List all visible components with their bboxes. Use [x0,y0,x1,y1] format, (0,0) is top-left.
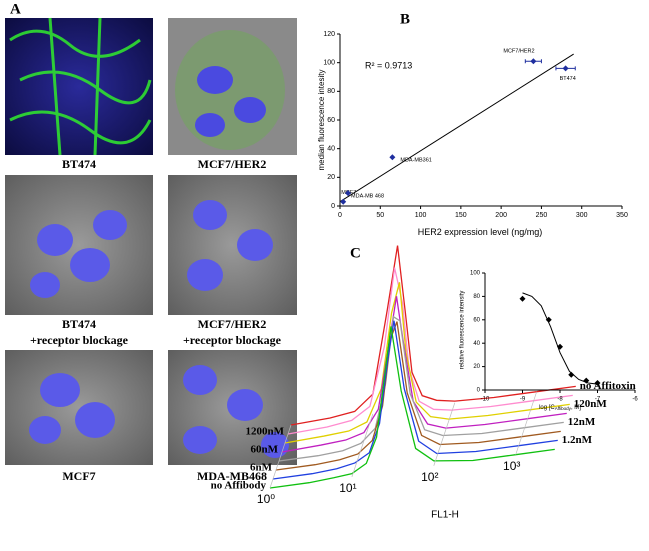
x-tick-label: 0 [338,212,342,219]
caption: MCF7/HER2 [198,317,267,331]
point-label: BT474 [560,76,576,82]
histogram-line [278,315,564,462]
y-tick-label: 0 [477,388,481,394]
legend-label: 60nM [251,444,279,456]
caption: +receptor blockage [183,333,282,347]
x-axis-label: log [CAffibody, M] [539,405,581,412]
x-tick [351,413,374,478]
histogram-line [281,296,567,453]
micrograph [168,175,297,315]
x-axis-label-part: log [C [539,405,555,411]
point-label: MCF7/HER2 [503,49,534,55]
data-point [568,371,575,378]
caption: MDA-MB468 [197,469,267,483]
x-axis-label-part: , M] [571,405,581,411]
y-tick-label: 20 [473,364,480,370]
y-tick-label: 120 [323,31,335,38]
caption: BT474 [62,157,96,171]
fit-line [339,53,574,203]
x-tick-label: 350 [616,212,628,219]
micrograph [5,350,153,465]
data-point [530,58,537,65]
caption: MCF7 [62,469,95,483]
x-tick [515,391,538,455]
x-tick-label: -9 [520,397,526,403]
point-label: MDA-MB361 [400,158,431,164]
x-tick-label: 10¹ [339,481,356,495]
point-label: MDA-MB 468 [351,194,384,200]
x-tick-label: 10² [421,470,438,484]
fit-line [522,292,598,385]
y-axis-label: relative fluorescence intensity [460,291,466,370]
x-tick-label: 250 [536,212,548,219]
legend-label: 6nM [250,462,273,474]
y-tick-label: 100 [323,60,335,67]
data-point [340,198,347,205]
histogram-line [272,320,558,480]
legend-label: 1200nM [246,426,285,438]
y-tick-label: 80 [473,294,480,300]
panel-label: C [350,245,361,261]
x-tick-label: 150 [455,212,467,219]
histogram-line [287,267,573,435]
histogram-line [284,282,570,444]
x-tick-label: 200 [495,212,507,219]
legend-label: 120nM [574,398,608,410]
y-tick-label: 0 [331,203,335,210]
x-axis-label: FL1-H [431,510,459,521]
micrograph [5,175,153,315]
x-tick [433,402,456,466]
x-axis-label: HER2 expression level (ng/mg) [418,227,543,237]
x-tick [269,424,292,489]
data-point [583,377,590,384]
data-point [389,154,396,161]
x-axis-label-sub: Affibody [555,406,572,411]
y-axis-label: median fluorescence intesity [317,70,326,171]
annotation: R² = 0.9713 [365,60,412,70]
histogram-line [275,321,561,471]
caption: +receptor blockage [30,333,129,347]
panel-label: A [10,1,21,17]
y-tick-label: 80 [327,88,335,95]
histogram-line [269,326,555,489]
x-tick-label: -6 [632,397,638,403]
micrograph [5,18,153,155]
histogram-line [290,245,576,426]
panel-label: B [400,11,410,27]
x-tick-label: -7 [595,397,601,403]
x-tick-label: 10⁰ [257,492,275,506]
x-tick-label: 10³ [503,459,520,473]
y-tick-label: 60 [473,317,480,323]
y-tick-label: 100 [470,271,481,277]
x-axis-label-part: HER2 expression level (ng/mg) [418,227,543,237]
legend-label: 1.2nM [562,434,593,446]
data-point [562,65,569,72]
data-point [594,379,601,386]
y-tick-label: 20 [327,174,335,181]
x-tick-label: 100 [415,212,427,219]
data-point [345,190,352,197]
legend-label: no Affibody [211,480,267,492]
legend-label: no Affitoxin [580,380,636,392]
x-tick-label: -8 [557,397,563,403]
caption: BT474 [62,317,96,331]
data-point [545,316,552,323]
x-tick-label: -10 [481,397,490,403]
data-point [519,295,526,302]
y-tick-label: 40 [473,341,480,347]
y-tick-label: 40 [327,146,335,153]
x-tick-label: 300 [576,212,588,219]
caption: MCF7/HER2 [198,157,267,171]
micrograph-grid [5,17,297,465]
y-tick-label: 60 [327,117,335,124]
legend-label: 12nM [568,416,596,428]
x-tick-label: 50 [376,212,384,219]
data-point [557,343,563,350]
